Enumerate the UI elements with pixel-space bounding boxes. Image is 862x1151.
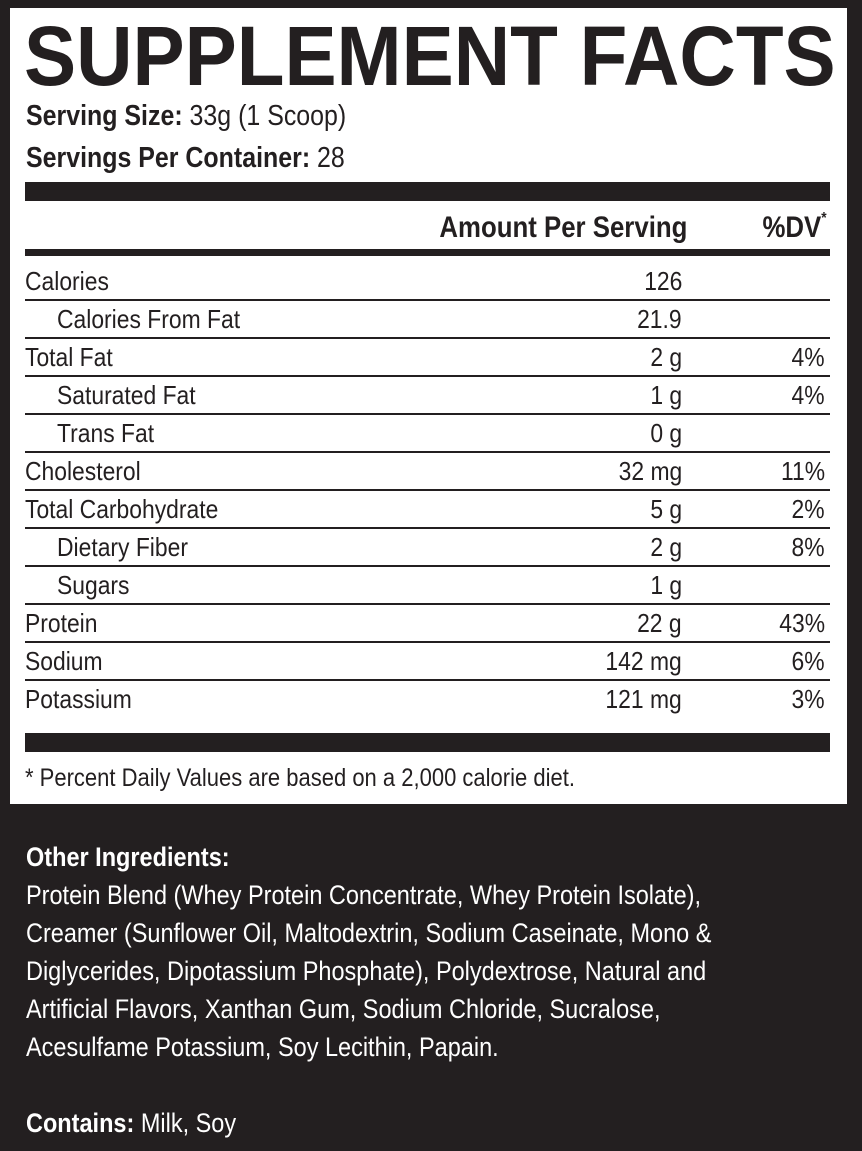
nutrient-name: Sugars <box>57 570 130 600</box>
table-row: Calories From Fat 21.9 <box>25 301 830 339</box>
nutrient-amount: 2 g <box>650 342 682 372</box>
table-row: Total Fat 2 g 4% <box>25 339 830 377</box>
allergen-statement: Contains: Milk, Soy <box>26 1104 236 1142</box>
other-ingredients: Other Ingredients: Protein Blend (Whey P… <box>26 838 809 1066</box>
column-header-dv: %DV* <box>763 204 827 252</box>
ingredients-line: Protein Blend (Whey Protein Concentrate,… <box>26 880 702 910</box>
nutrient-name: Saturated Fat <box>57 380 196 410</box>
table-row: Dietary Fiber 2 g 8% <box>25 529 830 567</box>
other-ingredients-label: Other Ingredients: <box>26 842 230 872</box>
serving-size-value: 33g (1 Scoop) <box>182 100 347 132</box>
ingredients-line: Acesulfame Potassium, Soy Lecithin, Papa… <box>26 1032 499 1062</box>
nutrient-dv: 43% <box>779 608 825 638</box>
bottom-thick-divider <box>25 733 830 752</box>
serving-size-label: Serving Size: <box>26 100 183 132</box>
ingredients-line: Artificial Flavors, Xanthan Gum, Sodium … <box>26 994 661 1024</box>
nutrient-amount: 0 g <box>650 418 682 448</box>
nutrient-dv: 11% <box>780 456 825 486</box>
dv-footnote: * Percent Daily Values are based on a 2,… <box>25 764 575 792</box>
nutrient-name: Calories From Fat <box>57 304 241 334</box>
nutrient-name: Total Carbohydrate <box>25 494 219 524</box>
nutrient-name: Total Fat <box>25 342 113 372</box>
nutrient-dv: 8% <box>791 532 825 562</box>
table-row: Total Carbohydrate 5 g 2% <box>25 491 830 529</box>
nutrient-amount: 142 mg <box>605 646 682 676</box>
nutrient-amount: 5 g <box>650 494 682 524</box>
nutrient-name: Dietary Fiber <box>57 532 188 562</box>
nutrient-table: Calories 126 Calories From Fat 21.9 Total … <box>25 263 830 717</box>
column-header-amount: Amount Per Serving <box>438 211 687 244</box>
header-divider <box>25 249 830 256</box>
contains-label: Contains: <box>26 1108 135 1138</box>
servings-per-container-label: Servings Per Container: <box>26 142 311 174</box>
table-row: Potassium 121 mg 3% <box>25 681 830 717</box>
nutrient-amount: 21.9 <box>637 304 682 334</box>
top-thick-divider <box>25 182 830 201</box>
column-header-dv-text: %DV <box>762 211 822 244</box>
supplement-facts-panel: SUPPLEMENT FACTS Serving Size: 33g (1 Sc… <box>10 8 847 804</box>
nutrient-name: Sodium <box>25 646 103 676</box>
nutrient-amount: 121 mg <box>605 684 682 714</box>
table-row: Sugars 1 g <box>25 567 830 605</box>
nutrient-name: Calories <box>25 266 109 296</box>
table-row: Saturated Fat 1 g 4% <box>25 377 830 415</box>
table-row: Protein 22 g 43% <box>25 605 830 643</box>
nutrient-amount: 1 g <box>650 380 682 410</box>
table-row: Sodium 142 mg 6% <box>25 643 830 681</box>
nutrient-amount: 126 <box>643 266 682 296</box>
nutrient-amount: 22 g <box>637 608 682 638</box>
table-row: Trans Fat 0 g <box>25 415 830 453</box>
nutrient-dv: 3% <box>791 684 825 714</box>
nutrient-name: Cholesterol <box>25 456 141 486</box>
nutrient-amount: 1 g <box>650 570 682 600</box>
servings-per-container-value: 28 <box>310 142 345 174</box>
table-row: Calories 126 <box>25 263 830 301</box>
nutrient-name: Potassium <box>25 684 132 714</box>
table-row: Cholesterol 32 mg 11% <box>25 453 830 491</box>
nutrient-dv: 6% <box>791 646 825 676</box>
servings-per-container: Servings Per Container: 28 <box>26 140 345 176</box>
nutrient-dv: 4% <box>791 380 825 410</box>
nutrient-name: Trans Fat <box>57 418 155 448</box>
label-title: SUPPLEMENT FACTS <box>24 9 836 103</box>
nutrient-amount: 32 mg <box>618 456 682 486</box>
nutrient-dv: 4% <box>791 342 825 372</box>
nutrient-dv: 2% <box>791 494 825 524</box>
nutrient-name: Protein <box>25 608 98 638</box>
nutrient-amount: 2 g <box>650 532 682 562</box>
serving-size: Serving Size: 33g (1 Scoop) <box>26 98 346 134</box>
contains-value: Milk, Soy <box>134 1108 237 1138</box>
ingredients-line: Creamer (Sunflower Oil, Maltodextrin, So… <box>26 918 712 948</box>
ingredients-line: Diglycerides, Dipotassium Phosphate), Po… <box>26 956 707 986</box>
dv-asterisk: * <box>821 210 827 227</box>
